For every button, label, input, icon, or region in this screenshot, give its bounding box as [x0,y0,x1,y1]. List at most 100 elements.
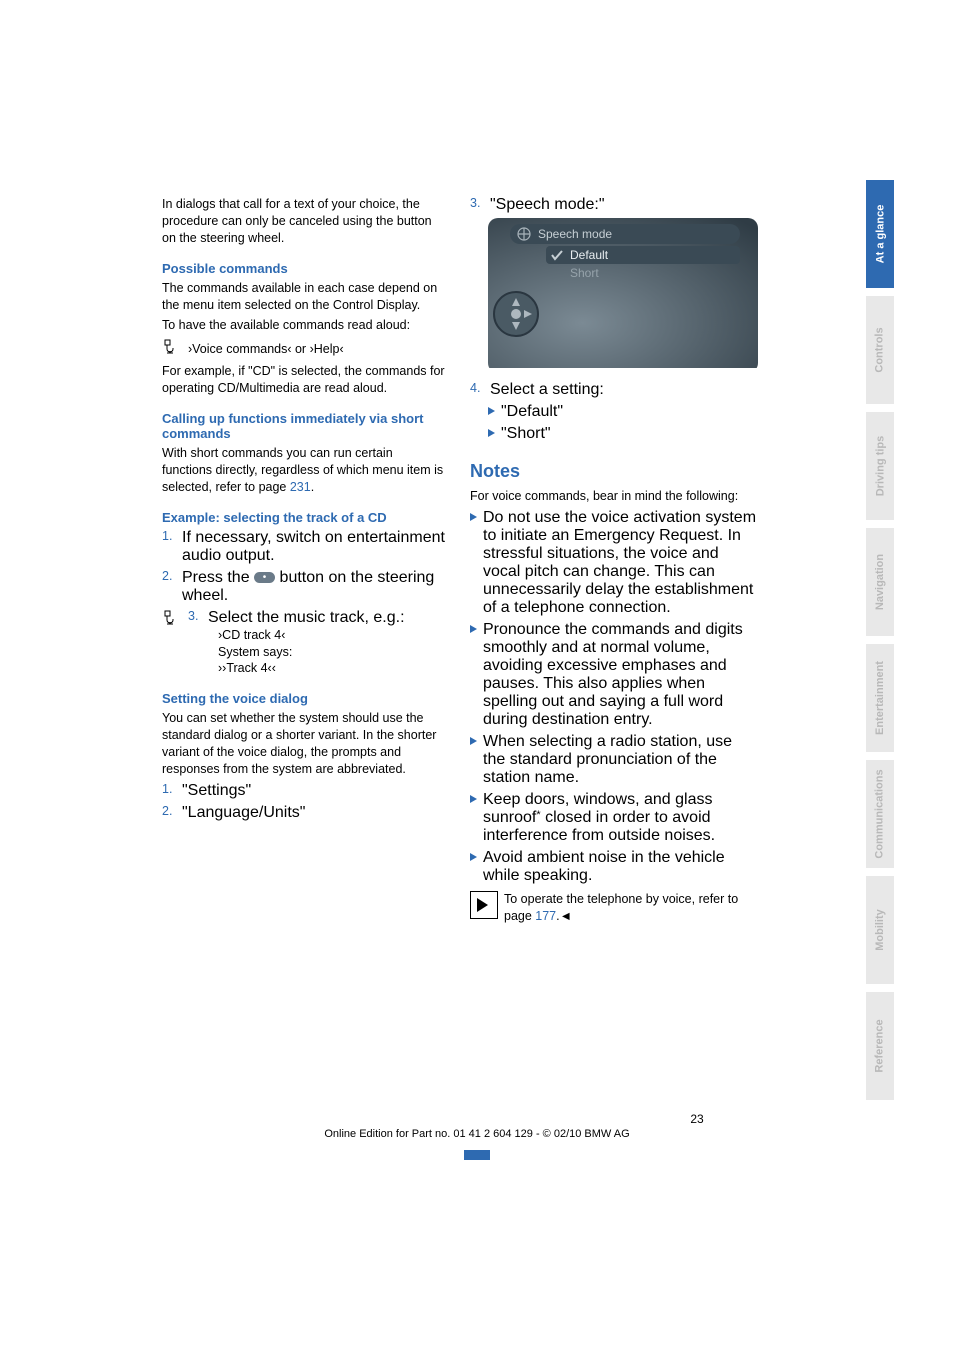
step-text: "Speech mode:" [490,196,605,214]
tab-label: Navigation [874,554,886,610]
step-text: Select a setting: [490,381,604,399]
note-3: When selecting a radio station, use the … [470,733,758,787]
tab-label: Reference [874,1019,886,1072]
speech-step-4: 4. Select a setting: [470,381,758,399]
example-step-3-row: 3. Select the music track, e.g.: ›CD tra… [162,609,446,678]
note-1: Do not use the voice activation system t… [470,509,758,617]
microphone-icon [162,609,182,678]
note-text: Avoid ambient noise in the vehicle while… [483,849,758,885]
tab-communications[interactable]: Communications [866,760,894,868]
possible-p2: To have the available commands read alou… [162,317,446,334]
step-num: 1. [162,782,176,796]
speech-mode-screenshot: Speech mode Default Short [488,218,758,373]
section-tabs: At a glance Controls Driving tips Navigatio… [866,180,894,1100]
tab-label: Entertainment [874,661,886,735]
triangle-icon [470,513,477,521]
example-step-2: 2. Press the • button on the steering wh… [162,569,446,605]
tab-mobility[interactable]: Mobility [866,876,894,984]
possible-p1: The commands available in each case depe… [162,280,446,314]
triangle-icon [470,795,477,803]
tab-reference[interactable]: Reference [866,992,894,1100]
step2-before: Press the [182,569,254,586]
edition-line: Online Edition for Part no. 01 41 2 604 … [0,1128,954,1140]
info-after: .◄ [556,909,572,923]
step-text: Press the • button on the steering wheel… [182,569,446,605]
triangle-icon [488,407,495,415]
example-sub: ›CD track 4‹ System says: ››Track 4‹‹ [188,627,446,678]
step-text: Select the music track, e.g.: [208,609,405,627]
example-heading: Example: selecting the track of a CD [162,510,446,525]
ui-title: Speech mode [538,227,612,241]
opt-text: "Short" [501,425,551,443]
step-num: 4. [470,381,484,395]
tab-label: Controls [874,327,886,372]
note-4: Keep doors, windows, and glass sunroof* … [470,791,758,845]
tab-label: Communications [874,769,886,858]
calling-heading: Calling up functions immediately via sho… [162,411,446,441]
setting-p: You can set whether the system should us… [162,710,446,778]
step-num: 2. [162,569,176,583]
microphone-icon [162,338,182,359]
steering-wheel-button-icon: • [254,572,275,583]
possible-commands-heading: Possible commands [162,261,446,276]
setting-short: "Short" [488,425,758,443]
page-ref-177[interactable]: 177 [535,909,556,923]
example-step-3: 3. Select the music track, e.g.: [188,609,446,627]
note-text: Pronounce the commands and digits smooth… [483,621,758,729]
tab-entertainment[interactable]: Entertainment [866,644,894,752]
voice-command-row: ›Voice commands‹ or ›Help‹ [162,338,446,359]
tab-label: Driving tips [874,436,886,497]
voice-command-text: ›Voice commands‹ or ›Help‹ [188,342,344,356]
footer-accent-bar [464,1150,490,1160]
content-area: In dialogs that call for a text of your … [162,196,758,925]
opt-text: "Default" [501,403,563,421]
tab-label: At a glance [874,205,886,264]
step-num: 1. [162,529,176,543]
intro-text: In dialogs that call for a text of your … [162,196,446,247]
page: In dialogs that call for a text of your … [0,0,954,1350]
note-2: Pronounce the commands and digits smooth… [470,621,758,729]
track-reply: ››Track 4‹‹ [218,660,446,677]
system-says: System says: [218,644,446,661]
speech-step-3: 3. "Speech mode:" [470,196,758,214]
notes-intro: For voice commands, bear in mind the fol… [470,488,758,505]
step-num: 3. [188,609,202,623]
ui-default: Default [570,248,609,262]
step-num: 2. [162,804,176,818]
info-box: To operate the telephone by voice, refer… [470,891,758,925]
page-ref-231[interactable]: 231 [290,480,311,494]
right-column: 3. "Speech mode:" Speech [470,196,758,925]
step-text: "Language/Units" [182,804,305,822]
note-text: Keep doors, windows, and glass sunroof* … [483,791,758,845]
cd-track-cmd: ›CD track 4‹ [218,627,446,644]
tab-controls[interactable]: Controls [866,296,894,404]
page-number: 23 [250,1112,703,1126]
setting-step-1: 1. "Settings" [162,782,446,800]
step-num: 3. [470,196,484,210]
calling-after: . [311,480,314,494]
calling-p: With short commands you can run certain … [162,445,446,496]
tab-driving-tips[interactable]: Driving tips [866,412,894,520]
triangle-icon [470,625,477,633]
note-text: Do not use the voice activation system t… [483,509,758,617]
note-text: When selecting a radio station, use the … [483,733,758,787]
triangle-icon [470,737,477,745]
tab-navigation[interactable]: Navigation [866,528,894,636]
step-text: If necessary, switch on entertainment au… [182,529,446,565]
page-footer: 23 Online Edition for Part no. 01 41 2 6… [0,1110,954,1140]
setting-step-2: 2. "Language/Units" [162,804,446,822]
setting-default: "Default" [488,403,758,421]
step-text: "Settings" [182,782,251,800]
tab-label: Mobility [874,909,886,951]
possible-p3: For example, if "CD" is selected, the co… [162,363,446,397]
note-5: Avoid ambient noise in the vehicle while… [470,849,758,885]
notes-heading: Notes [470,461,758,482]
tab-at-a-glance[interactable]: At a glance [866,180,894,288]
triangle-icon [488,429,495,437]
setting-heading: Setting the voice dialog [162,691,446,706]
info-triangle-icon [470,891,498,919]
example-step-1: 1. If necessary, switch on entertainment… [162,529,446,565]
left-column: In dialogs that call for a text of your … [162,196,446,925]
info-text: To operate the telephone by voice, refer… [504,891,758,925]
triangle-icon [470,853,477,861]
